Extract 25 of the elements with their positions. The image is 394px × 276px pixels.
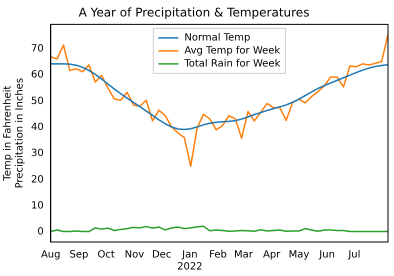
x-tick-label: Mar: [234, 250, 254, 261]
x-tick-label: Apr: [262, 250, 282, 261]
x-tick-label: Jun: [318, 250, 335, 261]
legend-label: Avg Temp for Week: [184, 45, 280, 56]
x-tick-label: Jul: [347, 250, 360, 261]
x-tick-label: Feb: [209, 250, 227, 261]
legend-label: Normal Temp: [184, 32, 250, 44]
legend-label: Total Rain for Week: [183, 58, 281, 70]
x-tick-label: May: [288, 250, 310, 261]
y-tick-label: 40: [30, 122, 44, 134]
y-tick-label: 60: [30, 70, 44, 81]
x-tick-label: Dec: [152, 250, 172, 261]
x-tick-label: Oct: [98, 250, 115, 261]
y-tick-label: 30: [30, 148, 44, 160]
x-tick-label: Sep: [69, 250, 88, 261]
y-axis-title: Temp in Fahrenheit Precipitation in Inches: [2, 78, 26, 188]
x-tick-label: Aug: [40, 250, 60, 261]
y-tick-label: 70: [30, 44, 44, 55]
y-tick-label: 20: [30, 174, 44, 186]
chart-title: A Year of Precipitation & Temperatures: [78, 5, 310, 20]
x-tick-label: Jan 2022: [177, 250, 203, 273]
x-tick-label: Nov: [124, 250, 144, 261]
y-tick-label: 10: [30, 200, 44, 212]
y-tick-label: 0: [37, 226, 44, 238]
y-tick-label: 50: [30, 96, 44, 107]
